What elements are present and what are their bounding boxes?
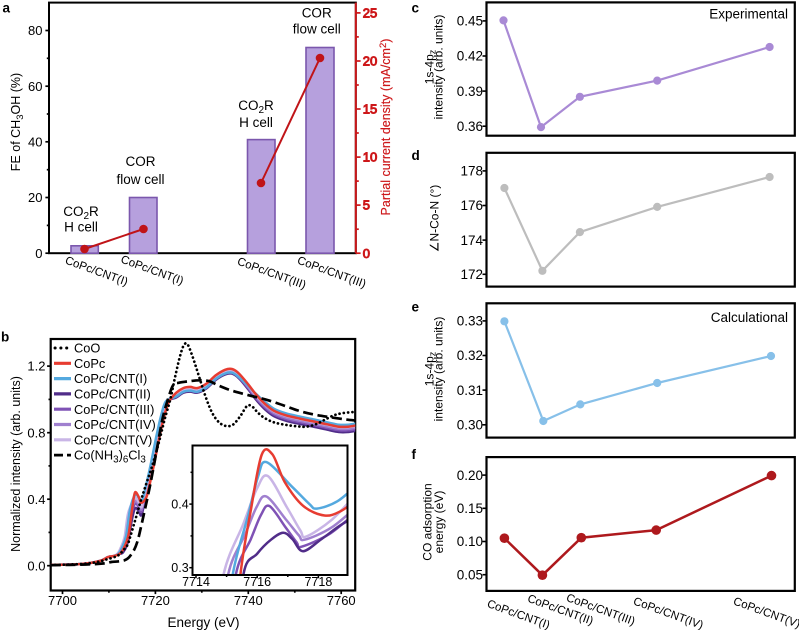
svg-text:7714: 7714	[182, 575, 210, 589]
svg-text:0.05: 0.05	[457, 567, 483, 582]
svg-text:H cell: H cell	[239, 115, 273, 130]
svg-text:a: a	[3, 1, 11, 16]
svg-text:0.36: 0.36	[457, 119, 483, 134]
svg-text:0.4: 0.4	[171, 497, 188, 511]
svg-text:d: d	[412, 148, 420, 163]
svg-text:0.10: 0.10	[457, 534, 483, 549]
svg-text:7740: 7740	[234, 593, 263, 608]
svg-text:0: 0	[35, 246, 42, 261]
svg-text:25: 25	[363, 6, 377, 21]
svg-text:∠N-Co-N (°): ∠N-Co-N (°)	[428, 185, 442, 253]
svg-text:energy (eV): energy (eV)	[432, 491, 446, 554]
svg-text:Experimental: Experimental	[709, 7, 788, 22]
svg-text:176: 176	[460, 198, 483, 213]
svg-text:0.8: 0.8	[27, 425, 45, 440]
svg-text:b: b	[1, 330, 9, 345]
svg-text:flow cell: flow cell	[293, 22, 341, 37]
svg-text:0: 0	[363, 246, 370, 261]
svg-text:10: 10	[363, 150, 377, 165]
svg-text:20: 20	[28, 190, 42, 205]
svg-text:CoPc/CNT(V): CoPc/CNT(V)	[74, 432, 152, 447]
svg-text:intensity (arb. units): intensity (arb. units)	[432, 15, 446, 120]
svg-text:0.33: 0.33	[457, 314, 483, 329]
svg-text:40: 40	[28, 134, 42, 149]
svg-text:intensity (arb. units): intensity (arb. units)	[432, 317, 446, 422]
svg-text:0.30: 0.30	[457, 418, 483, 433]
svg-text:0.32: 0.32	[457, 348, 483, 363]
svg-text:CO2R: CO2R	[238, 98, 274, 116]
svg-text:0.31: 0.31	[457, 383, 483, 398]
svg-text:H cell: H cell	[64, 220, 98, 235]
svg-text:0.4: 0.4	[27, 492, 45, 507]
svg-text:0.20: 0.20	[457, 468, 483, 483]
svg-text:1s-4pz: 1s-4pz	[423, 49, 438, 84]
svg-text:flow cell: flow cell	[116, 172, 164, 187]
svg-text:Calculational: Calculational	[711, 310, 788, 325]
svg-text:Partial current density (mA/cm: Partial current density (mA/cm2)	[378, 39, 393, 216]
svg-text:0.45: 0.45	[457, 14, 483, 29]
svg-text:Energy (eV): Energy (eV)	[167, 615, 239, 630]
svg-text:COR: COR	[126, 154, 156, 169]
svg-text:CoO: CoO	[74, 341, 100, 356]
svg-text:7700: 7700	[48, 593, 77, 608]
svg-text:CO adsorption: CO adsorption	[421, 483, 435, 560]
svg-text:7718: 7718	[304, 575, 332, 589]
svg-text:Normalized intensity (arb. uni: Normalized intensity (arb. units)	[9, 376, 23, 552]
svg-text:178: 178	[460, 164, 483, 179]
svg-text:15: 15	[363, 102, 377, 117]
svg-text:e: e	[412, 300, 420, 315]
svg-text:0.3: 0.3	[171, 561, 188, 575]
svg-text:0.42: 0.42	[457, 49, 483, 64]
svg-text:FE of CH3OH (%): FE of CH3OH (%)	[9, 73, 26, 171]
svg-text:80: 80	[28, 23, 42, 38]
svg-text:174: 174	[460, 233, 483, 248]
svg-text:172: 172	[460, 267, 483, 282]
svg-text:CO2R: CO2R	[63, 204, 99, 222]
svg-text:0.0: 0.0	[27, 558, 45, 573]
svg-text:7760: 7760	[327, 593, 356, 608]
svg-text:CoPc/CNT(II): CoPc/CNT(II)	[74, 387, 151, 402]
svg-text:0.39: 0.39	[457, 84, 483, 99]
svg-text:7720: 7720	[141, 593, 170, 608]
svg-text:60: 60	[28, 79, 42, 94]
svg-text:Co(NH3)6Cl3: Co(NH3)6Cl3	[74, 448, 146, 466]
svg-text:1s-4pz: 1s-4pz	[423, 351, 438, 386]
svg-text:f: f	[412, 447, 417, 462]
svg-text:5: 5	[363, 198, 370, 213]
svg-text:1.2: 1.2	[27, 359, 45, 374]
svg-text:20: 20	[363, 54, 377, 69]
svg-text:0.15: 0.15	[457, 501, 483, 516]
svg-text:7716: 7716	[243, 575, 271, 589]
svg-text:CoPc/CNT(IV): CoPc/CNT(IV)	[74, 417, 156, 432]
svg-text:CoPc: CoPc	[74, 356, 106, 371]
svg-text:c: c	[412, 1, 420, 16]
svg-text:COR: COR	[302, 6, 332, 21]
svg-text:CoPc/CNT(III): CoPc/CNT(III)	[74, 402, 154, 417]
svg-text:CoPc/CNT(I): CoPc/CNT(I)	[74, 371, 147, 386]
